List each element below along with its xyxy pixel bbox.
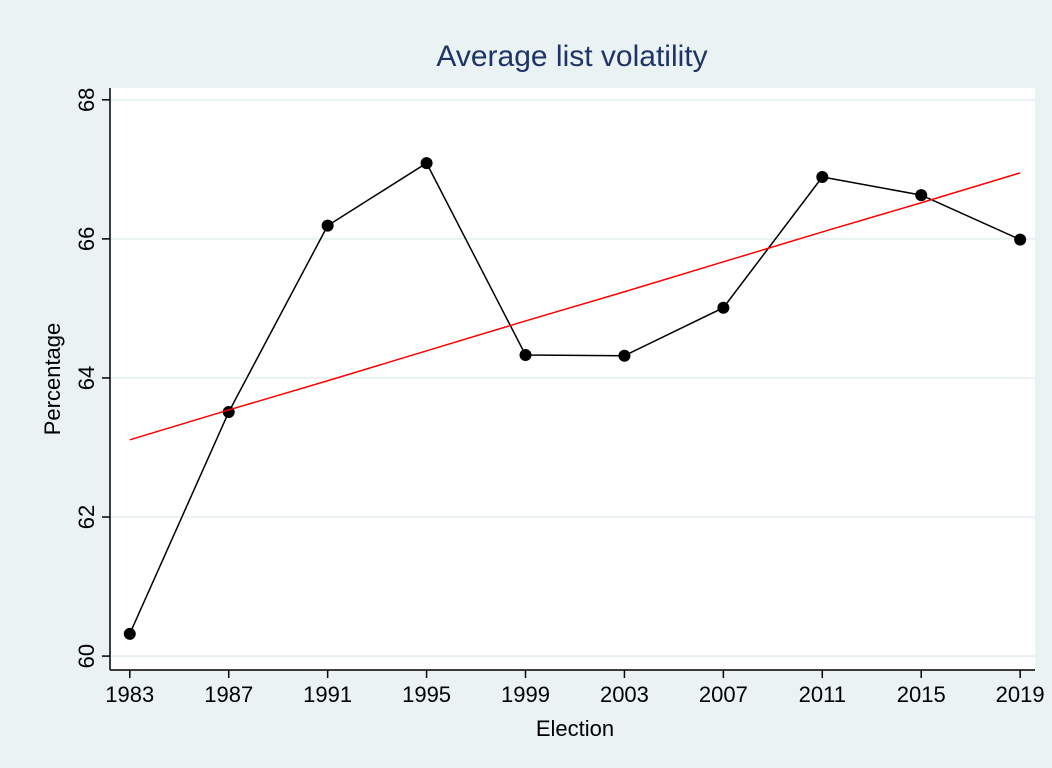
x-axis-label: Election [536,716,614,741]
x-tick-label: 2011 [799,682,846,707]
point [321,219,334,232]
point [915,189,928,202]
x-tick-label: 1983 [105,682,154,707]
point [519,349,532,362]
y-tick-label: 60 [74,644,99,668]
x-tick-label: 1991 [303,682,352,707]
x-tick-label: 1995 [402,682,451,707]
x-tick-label: 2003 [600,682,649,707]
y-tick-label: 64 [74,366,99,390]
point [618,349,631,362]
point [816,171,829,184]
plot-area [110,88,1035,670]
point [717,301,730,314]
chart-title: Average list volatility [436,40,707,73]
point [1014,233,1027,246]
x-tick-label: 2015 [897,682,946,707]
y-axis-label: Percentage [40,323,65,436]
x-tick-label: 1999 [501,682,550,707]
point [123,627,136,640]
x-tick-label: 2019 [996,682,1045,707]
series-line [129,162,1021,635]
y-tick-label: 68 [74,88,99,112]
x-tick-label: 1987 [204,682,253,707]
y-tick-label: 62 [74,505,99,529]
point [420,157,433,170]
point [222,406,235,419]
y-tick-label: 66 [74,227,99,251]
x-tick-label: 2007 [699,682,748,707]
series-line [129,172,1021,441]
